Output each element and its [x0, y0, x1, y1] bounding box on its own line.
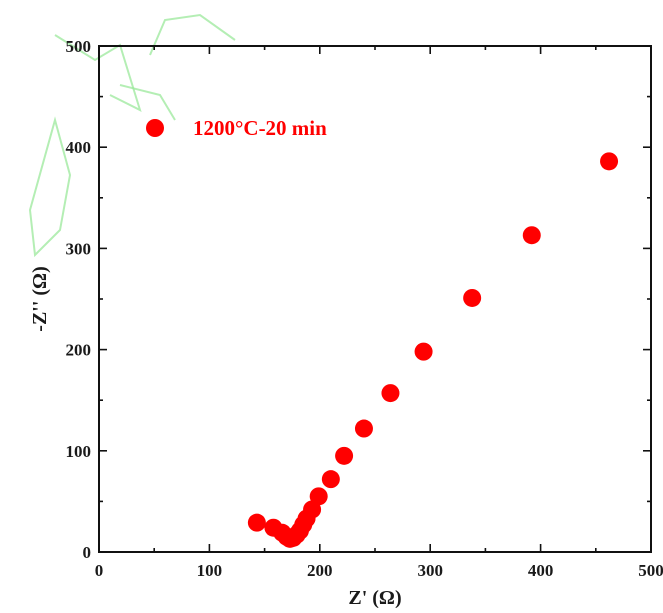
x-tick-label: 500: [638, 561, 663, 580]
y-tick-label: 500: [66, 37, 92, 56]
x-tick-label: 300: [417, 561, 443, 580]
x-tick-label: 400: [528, 561, 554, 580]
data-point: [600, 152, 618, 170]
x-tick-label: 200: [307, 561, 333, 580]
y-tick-label: 300: [66, 239, 92, 258]
y-tick-label: 200: [66, 341, 92, 360]
plot-frame: [99, 46, 651, 552]
y-tick-label: 100: [66, 442, 92, 461]
data-point: [248, 514, 266, 532]
data-point: [463, 289, 481, 307]
x-tick-label: 0: [95, 561, 104, 580]
data-point: [355, 420, 373, 438]
ticks: 0 100 200 300 400 500 0 100 200 300 400 500: [66, 37, 663, 580]
x-tick-label: 100: [197, 561, 223, 580]
data-point: [322, 470, 340, 488]
legend-label: 1200°C-20 min: [193, 116, 327, 140]
data-point: [335, 447, 353, 465]
data-point: [415, 343, 433, 361]
data-point: [523, 226, 541, 244]
legend: 1200°C-20 min: [146, 116, 327, 140]
y-tick-label: 400: [66, 138, 92, 157]
data-point: [381, 384, 399, 402]
data-markers: [248, 152, 618, 547]
axes: [99, 46, 651, 552]
y-axis-title: -Z'' (Ω): [29, 266, 51, 331]
data-point: [310, 487, 328, 505]
x-axis-title: Z' (Ω): [348, 587, 401, 608]
legend-marker: [146, 119, 164, 137]
y-tick-label: 0: [83, 543, 92, 562]
